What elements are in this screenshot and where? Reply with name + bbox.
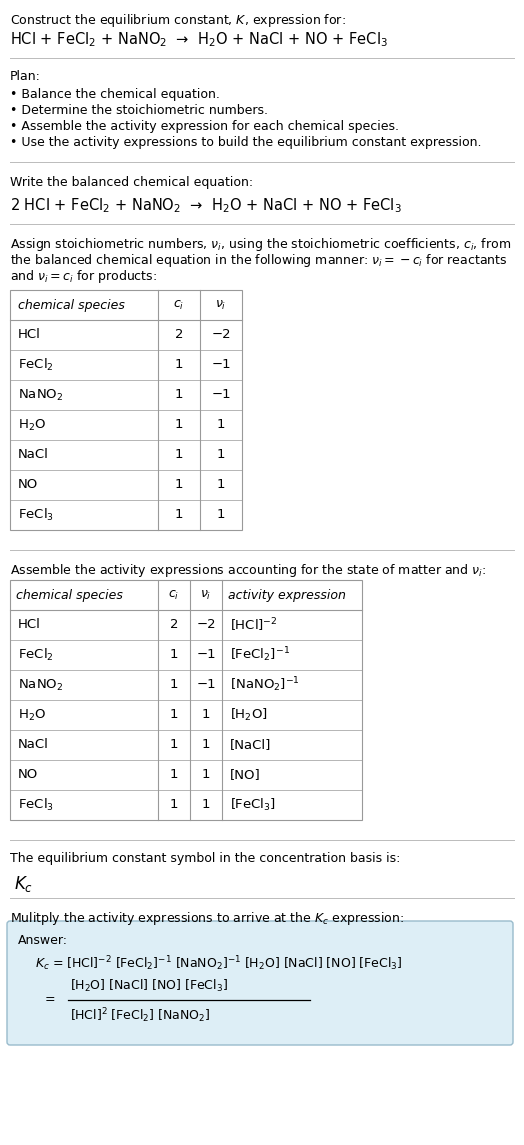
Text: chemical species: chemical species	[18, 299, 125, 311]
Text: • Determine the stoichiometric numbers.: • Determine the stoichiometric numbers.	[10, 104, 268, 117]
Text: $K_c$ = [HCl]$^{-2}$ [FeCl$_2$]$^{-1}$ [NaNO$_2$]$^{-1}$ [H$_2$O] [NaCl] [NO] [F: $K_c$ = [HCl]$^{-2}$ [FeCl$_2$]$^{-1}$ […	[35, 954, 402, 973]
Text: 1: 1	[217, 508, 225, 521]
Text: Answer:: Answer:	[18, 934, 68, 947]
Text: and $\nu_i = c_i$ for products:: and $\nu_i = c_i$ for products:	[10, 268, 157, 285]
Bar	[10, 290, 242, 530]
Text: 1: 1	[202, 739, 210, 751]
Text: NO: NO	[18, 479, 38, 491]
Text: 2: 2	[170, 618, 178, 632]
Text: FeCl$_2$: FeCl$_2$	[18, 357, 54, 373]
Text: −1: −1	[196, 648, 216, 662]
Text: $c_i$: $c_i$	[173, 299, 184, 311]
Text: [HCl]$^{-2}$: [HCl]$^{-2}$	[230, 616, 278, 634]
Text: HCl: HCl	[18, 329, 41, 341]
Text: [NaCl]: [NaCl]	[230, 739, 271, 751]
Text: [H$_2$O]: [H$_2$O]	[230, 706, 268, 722]
Text: 1: 1	[170, 679, 178, 692]
Text: chemical species: chemical species	[16, 589, 123, 601]
Text: activity expression: activity expression	[228, 589, 346, 601]
Text: 1: 1	[170, 648, 178, 662]
Text: The equilibrium constant symbol in the concentration basis is:: The equilibrium constant symbol in the c…	[10, 852, 400, 864]
Text: Write the balanced chemical equation:: Write the balanced chemical equation:	[10, 176, 253, 189]
Text: 1: 1	[174, 388, 183, 402]
Text: 1: 1	[170, 739, 178, 751]
Text: =: =	[45, 994, 56, 1006]
Text: NaCl: NaCl	[18, 449, 49, 461]
Text: 1: 1	[202, 768, 210, 782]
Text: 1: 1	[174, 508, 183, 521]
Text: HCl + FeCl$_2$ + NaNO$_2$  →  H$_2$O + NaCl + NO + FeCl$_3$: HCl + FeCl$_2$ + NaNO$_2$ → H$_2$O + NaC…	[10, 30, 388, 49]
Text: NaCl: NaCl	[18, 739, 49, 751]
Text: $K_c$: $K_c$	[14, 874, 33, 894]
Text: 1: 1	[217, 419, 225, 432]
Text: [H$_2$O] [NaCl] [NO] [FeCl$_3$]: [H$_2$O] [NaCl] [NO] [FeCl$_3$]	[70, 978, 228, 994]
Text: 1: 1	[202, 709, 210, 721]
Text: H$_2$O: H$_2$O	[18, 708, 46, 722]
Text: HCl: HCl	[18, 618, 41, 632]
Text: • Balance the chemical equation.: • Balance the chemical equation.	[10, 88, 220, 101]
Text: $\nu_i$: $\nu_i$	[215, 299, 227, 311]
Text: 1: 1	[170, 798, 178, 812]
Text: $c_i$: $c_i$	[168, 589, 180, 601]
Text: NaNO$_2$: NaNO$_2$	[18, 678, 63, 693]
Text: −2: −2	[196, 618, 216, 632]
Text: −1: −1	[211, 388, 231, 402]
Text: 2: 2	[174, 329, 183, 341]
Text: FeCl$_2$: FeCl$_2$	[18, 647, 54, 663]
Text: 1: 1	[170, 768, 178, 782]
Text: [NO]: [NO]	[230, 768, 261, 782]
Text: 1: 1	[174, 449, 183, 461]
Text: [NaNO$_2$]$^{-1}$: [NaNO$_2$]$^{-1}$	[230, 676, 300, 694]
FancyBboxPatch shape	[7, 921, 513, 1045]
Text: 1: 1	[217, 449, 225, 461]
Text: $\nu_i$: $\nu_i$	[200, 589, 212, 601]
Text: 1: 1	[174, 358, 183, 371]
Text: −2: −2	[211, 329, 231, 341]
Text: 1: 1	[174, 419, 183, 432]
Text: the balanced chemical equation in the following manner: $\nu_i = -c_i$ for react: the balanced chemical equation in the fo…	[10, 252, 507, 269]
Text: 1: 1	[202, 798, 210, 812]
Text: NO: NO	[18, 768, 38, 782]
Text: 1: 1	[170, 709, 178, 721]
Text: H$_2$O: H$_2$O	[18, 418, 46, 433]
Text: 1: 1	[217, 479, 225, 491]
Text: [FeCl$_3$]: [FeCl$_3$]	[230, 797, 276, 813]
Text: • Assemble the activity expression for each chemical species.: • Assemble the activity expression for e…	[10, 120, 399, 133]
Text: −1: −1	[211, 358, 231, 371]
Bar	[10, 581, 362, 820]
Text: −1: −1	[196, 679, 216, 692]
Text: [HCl]$^2$ [FeCl$_2$] [NaNO$_2$]: [HCl]$^2$ [FeCl$_2$] [NaNO$_2$]	[70, 1006, 211, 1026]
Text: NaNO$_2$: NaNO$_2$	[18, 387, 63, 403]
Text: Assemble the activity expressions accounting for the state of matter and $\nu_i$: Assemble the activity expressions accoun…	[10, 562, 486, 579]
Text: [FeCl$_2$]$^{-1}$: [FeCl$_2$]$^{-1}$	[230, 646, 290, 664]
Text: 1: 1	[174, 479, 183, 491]
Text: Assign stoichiometric numbers, $\nu_i$, using the stoichiometric coefficients, $: Assign stoichiometric numbers, $\nu_i$, …	[10, 236, 511, 253]
Text: Plan:: Plan:	[10, 70, 41, 82]
Text: Mulitply the activity expressions to arrive at the $K_c$ expression:: Mulitply the activity expressions to arr…	[10, 910, 405, 927]
Text: FeCl$_3$: FeCl$_3$	[18, 797, 54, 813]
Text: • Use the activity expressions to build the equilibrium constant expression.: • Use the activity expressions to build …	[10, 136, 482, 149]
Text: FeCl$_3$: FeCl$_3$	[18, 507, 54, 523]
Text: Construct the equilibrium constant, $K$, expression for:: Construct the equilibrium constant, $K$,…	[10, 11, 346, 29]
Text: 2 HCl + FeCl$_2$ + NaNO$_2$  →  H$_2$O + NaCl + NO + FeCl$_3$: 2 HCl + FeCl$_2$ + NaNO$_2$ → H$_2$O + N…	[10, 196, 402, 215]
